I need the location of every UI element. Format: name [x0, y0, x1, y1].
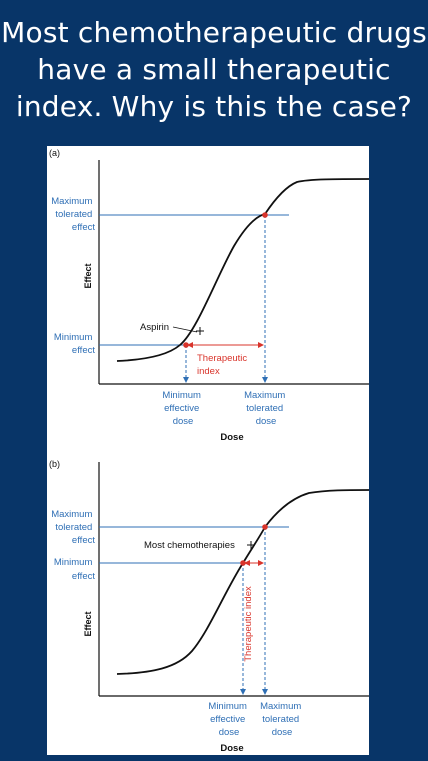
panel-b-therapeutic-index-label: Therapeutic index — [243, 586, 254, 662]
panel-a-marker-leader — [172, 326, 198, 333]
panel-b-min-point — [240, 560, 246, 566]
panel-b-dose-response-curve — [116, 489, 369, 675]
panel-b: (b) Effect Maximum tolerated effect Mini… — [49, 459, 369, 754]
panel-a-x-label-min: Minimum effective dose — [162, 390, 203, 427]
panel-a-dose-response-curve — [116, 178, 369, 362]
panel-b-y-axis-title: Effect — [83, 611, 93, 636]
panel-a-tag: (a) — [49, 148, 60, 158]
panel-a-therapeutic-index-label: Therapeutic index — [197, 353, 250, 377]
figure-panel: (a) Effect Maximum tolerated effect Mini… — [47, 146, 369, 755]
panel-a-y-label-min: Minimum effect — [54, 332, 96, 356]
panel-b-y-label-min: Minimum effect — [54, 557, 96, 582]
panel-a-max-point — [262, 212, 268, 218]
panel-a-marker-label: Aspirin — [140, 322, 169, 333]
panel-a-y-axis-title: Effect — [83, 263, 93, 288]
panel-b-max-point — [262, 524, 268, 530]
panel-a-marker-cross — [196, 327, 204, 335]
panel-a-min-point — [183, 342, 189, 348]
panel-b-marker-label: Most chemotherapies — [144, 540, 235, 551]
panel-b-marker-cross — [247, 541, 255, 549]
panel-b-y-label-max: Maximum tolerated effect — [51, 509, 95, 546]
panel-b-x-label-min: Minimum effective dose — [208, 701, 249, 738]
panel-a-x-axis-title: Dose — [220, 432, 243, 443]
panel-b-x-axis-title: Dose — [220, 743, 243, 754]
panel-a-x-label-max: Maximum tolerated dose — [244, 390, 288, 427]
figure-svg: (a) Effect Maximum tolerated effect Mini… — [49, 148, 369, 754]
panel-a-y-label-max: Maximum tolerated effect — [51, 196, 95, 233]
panel-a: (a) Effect Maximum tolerated effect Mini… — [49, 148, 369, 443]
slide-title: Most chemotherapeutic drugs have a small… — [1, 16, 427, 123]
panel-b-tag: (b) — [49, 459, 60, 469]
panel-b-x-label-max: Maximum tolerated dose — [260, 701, 304, 738]
